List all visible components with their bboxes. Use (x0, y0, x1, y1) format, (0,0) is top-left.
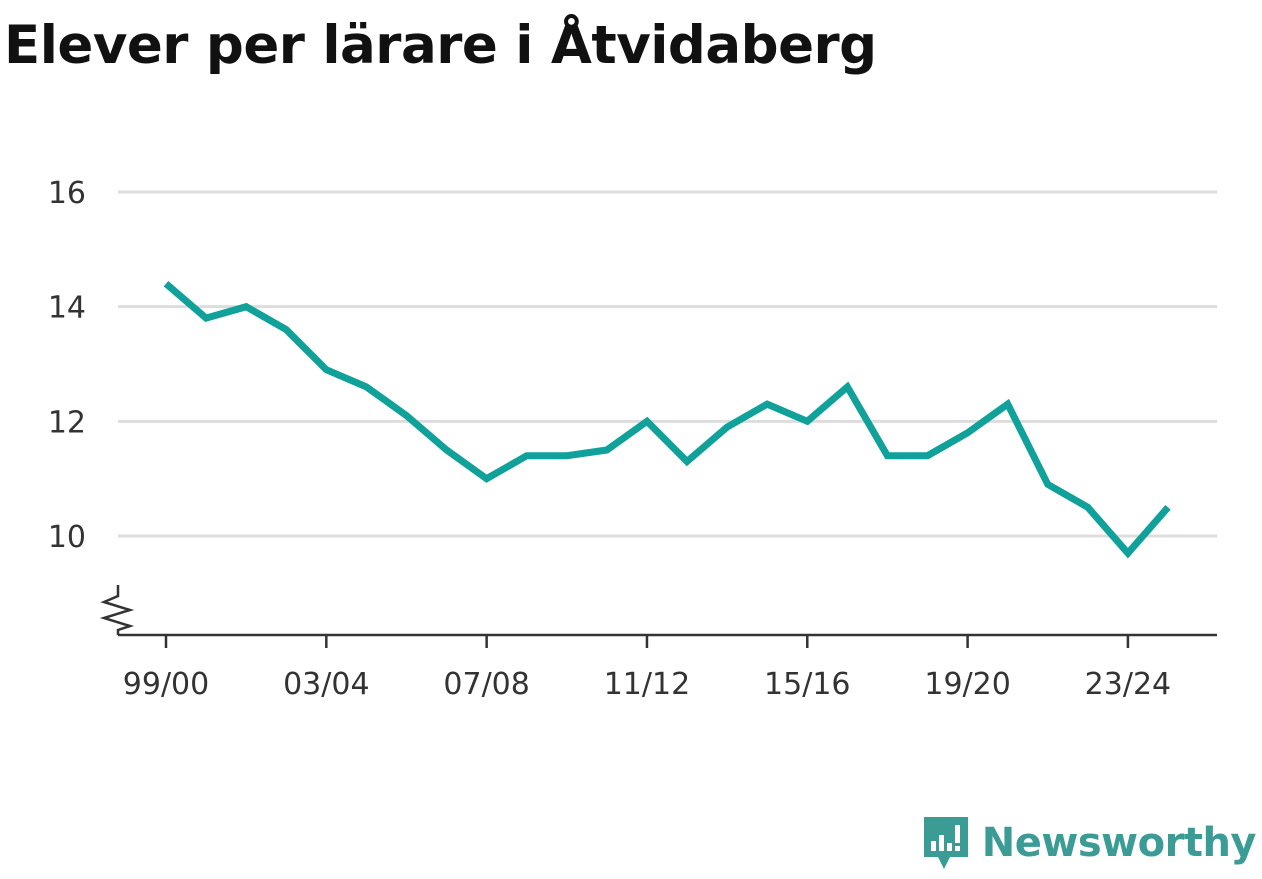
gridlines (118, 190, 1217, 538)
x-tick-label: 07/08 (443, 667, 529, 702)
y-tick-label: 10 (48, 520, 86, 555)
y-tick-label: 14 (48, 291, 86, 326)
y-axis-break (99, 585, 135, 635)
chart-title: Elever per lärare i Åtvidaberg (4, 15, 877, 76)
y-axis-tick-labels: 10 12 14 16 (48, 176, 86, 555)
y-tick-label: 12 (48, 405, 86, 440)
series-layer (163, 281, 1171, 559)
x-tick-label: 11/12 (604, 667, 690, 702)
series-line (163, 281, 1171, 559)
brand-name: Newsworthy (981, 820, 1257, 866)
x-tick-label: 03/04 (283, 667, 369, 702)
y-tick-label: 16 (48, 176, 86, 211)
x-axis-tick-labels: 99/00 03/04 07/08 11/12 15/16 19/20 23/24 (123, 635, 1171, 702)
x-axis (99, 585, 1217, 637)
x-tick-label: 99/00 (123, 667, 209, 702)
x-tick-label: 19/20 (924, 667, 1010, 702)
x-tick-label: 15/16 (764, 667, 850, 702)
newsworthy-logo-icon (923, 817, 968, 869)
x-tick-label: 23/24 (1085, 667, 1171, 702)
brand-logo: Newsworthy (920, 813, 1257, 873)
